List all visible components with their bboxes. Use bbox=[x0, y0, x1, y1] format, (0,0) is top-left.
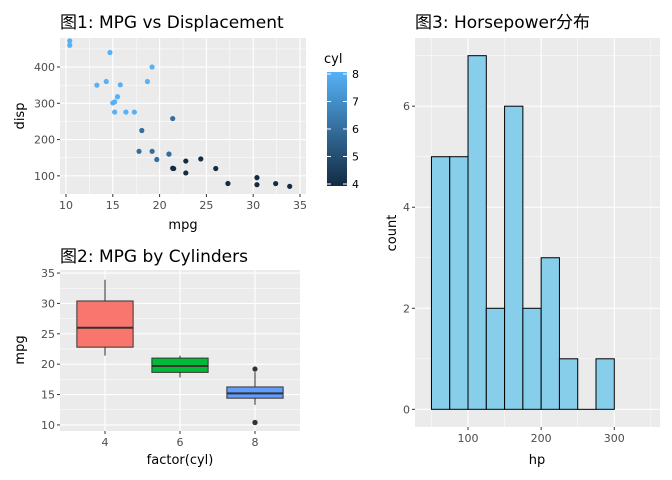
scatter-point bbox=[94, 82, 100, 88]
scatter-point bbox=[114, 94, 121, 100]
scatter-point bbox=[131, 109, 137, 115]
scatter-point bbox=[154, 156, 160, 163]
scatter-point bbox=[287, 183, 293, 189]
scatter-y-tick-label: 100 bbox=[34, 170, 55, 183]
histogram-y-tick-label: 0 bbox=[403, 403, 410, 416]
scatter-point bbox=[170, 115, 176, 122]
boxplot-x-tick-label: 6 bbox=[177, 436, 184, 449]
scatter-point bbox=[67, 42, 73, 48]
legend-label: 4 bbox=[352, 178, 359, 191]
scatter-x-tick-label: 20 bbox=[153, 199, 167, 212]
histogram-bar bbox=[449, 156, 469, 410]
boxplot-title: 图2: MPG by Cylinders bbox=[60, 247, 248, 267]
scatter-x-axis-title: mpg bbox=[168, 218, 197, 233]
histogram-y-tick-label: 4 bbox=[403, 201, 410, 214]
legend-colorbar bbox=[327, 72, 347, 186]
scatter-points bbox=[67, 38, 293, 189]
histogram-x-axis-title: hp bbox=[529, 453, 546, 468]
boxplot-y-tick-label: 35 bbox=[41, 267, 55, 280]
scatter-point bbox=[166, 151, 172, 157]
legend-label: 8 bbox=[352, 68, 359, 81]
boxplot-y-tick-label: 15 bbox=[41, 389, 55, 402]
boxplot-boxes bbox=[76, 279, 284, 426]
histogram-bar bbox=[595, 358, 615, 410]
histogram-y-tick-label: 6 bbox=[403, 100, 410, 113]
scatter-point bbox=[67, 38, 73, 44]
histogram-bar bbox=[522, 307, 542, 410]
boxplot-x-tick-label: 8 bbox=[252, 436, 259, 449]
legend-label: 7 bbox=[352, 96, 359, 109]
legend-label: 6 bbox=[352, 123, 359, 136]
scatter-point bbox=[112, 109, 118, 115]
legend-title: cyl bbox=[324, 52, 342, 67]
histogram-y-tick-label: 2 bbox=[403, 302, 410, 315]
histogram-bars bbox=[430, 55, 615, 410]
histogram-bar bbox=[540, 257, 560, 410]
scatter-grid bbox=[60, 38, 306, 194]
boxplot-y-tick-label: 20 bbox=[41, 358, 55, 371]
scatter-x-tick-label: 15 bbox=[106, 199, 120, 212]
scatter-point bbox=[170, 165, 176, 171]
scatter-point bbox=[273, 180, 279, 187]
histogram-x-tick-label: 300 bbox=[604, 432, 625, 445]
histogram-title: 图3: Horsepower分布 bbox=[415, 13, 590, 33]
histogram-plot: 图3: Horsepower分布 100 200 300 0 2 4 6 hp count bbox=[385, 13, 660, 468]
scatter-point bbox=[144, 78, 151, 85]
scatter-point bbox=[198, 156, 204, 162]
boxplot-y-tick-label: 10 bbox=[41, 419, 55, 432]
histogram-x-tick-label: 200 bbox=[531, 432, 552, 445]
legend-label: 5 bbox=[352, 151, 359, 164]
scatter-title: 图1: MPG vs Displacement bbox=[60, 13, 284, 33]
scatter-point bbox=[110, 100, 116, 106]
legend-ticks: 8 7 6 5 4 bbox=[327, 68, 359, 191]
scatter-point bbox=[117, 82, 123, 88]
boxplot-y-tick-label: 25 bbox=[41, 328, 55, 341]
scatter-point bbox=[123, 109, 129, 115]
scatter-y-tick-label: 300 bbox=[34, 97, 55, 110]
scatter-x-tick-label: 30 bbox=[246, 199, 260, 212]
histogram-x-tick-label: 100 bbox=[458, 432, 479, 445]
histogram-bar bbox=[558, 358, 579, 410]
histogram-bar bbox=[430, 156, 451, 410]
boxplot-x-tick-label: 4 bbox=[102, 436, 109, 449]
scatter-y-tick-label: 200 bbox=[34, 134, 55, 147]
boxplot-y-tick-label: 30 bbox=[41, 297, 55, 310]
scatter-point bbox=[136, 148, 142, 154]
scatter-legend: cyl 8 7 6 5 4 bbox=[324, 52, 359, 191]
histogram-ticks: 100 200 300 0 2 4 6 bbox=[403, 100, 625, 445]
boxplot-x-axis-title: factor(cyl) bbox=[147, 453, 214, 468]
scatter-y-axis-title: disp bbox=[13, 103, 28, 130]
histogram-bar bbox=[504, 105, 524, 410]
box-plot: 图2: MPG by Cylinders 10 15 20 25 30 35 4 6 8 fac… bbox=[13, 247, 300, 468]
histogram-bar bbox=[485, 307, 506, 410]
scatter-x-tick-label: 10 bbox=[59, 199, 73, 212]
boxplot-outlier bbox=[252, 419, 258, 426]
scatter-ticks: 10 15 20 25 30 35 100 200 300 400 bbox=[34, 61, 307, 212]
boxplot-outlier bbox=[252, 366, 258, 372]
scatter-point bbox=[149, 64, 155, 70]
scatter-point bbox=[139, 127, 145, 134]
scatter-x-tick-label: 25 bbox=[199, 199, 213, 212]
histogram-bar bbox=[467, 55, 487, 410]
histogram-y-axis-title: count bbox=[385, 215, 400, 252]
scatter-point bbox=[183, 170, 189, 176]
scatter-y-tick-label: 400 bbox=[34, 61, 55, 74]
scatter-point bbox=[254, 175, 260, 181]
boxplot-box bbox=[76, 300, 134, 348]
scatter-point bbox=[183, 158, 189, 164]
scatter-point bbox=[225, 180, 231, 187]
scatter-point bbox=[213, 165, 219, 172]
boxplot-y-axis-title: mpg bbox=[13, 335, 28, 364]
scatter-x-tick-label: 35 bbox=[293, 199, 307, 212]
scatter-point bbox=[107, 49, 113, 56]
scatter-point bbox=[149, 148, 155, 154]
scatter-point bbox=[254, 182, 260, 188]
boxplot-ticks: 10 15 20 25 30 35 4 6 8 bbox=[41, 267, 259, 449]
scatter-point bbox=[103, 78, 109, 85]
scatter-plot: 图1: MPG vs Displacement 10 15 20 25 30 35 100 2… bbox=[13, 13, 359, 233]
